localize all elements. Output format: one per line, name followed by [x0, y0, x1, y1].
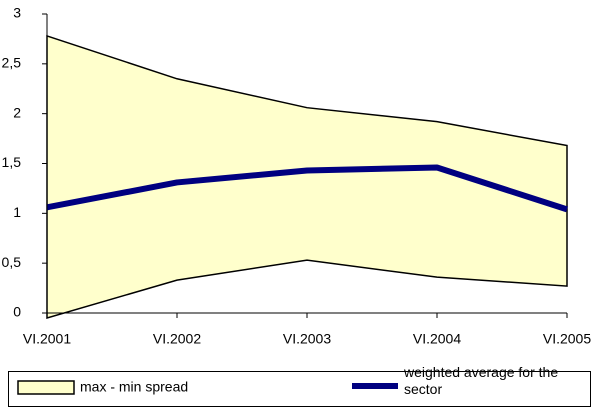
- y-tick-label: 1,5: [2, 154, 22, 170]
- legend-swatch: [17, 380, 75, 395]
- legend-label: weighted average for the sector: [404, 364, 559, 397]
- x-tick-label: VI.2005: [543, 331, 591, 347]
- average-line: [46, 164, 568, 213]
- y-tick-label: 0,5: [2, 254, 22, 270]
- y-tick-label: 2: [13, 104, 21, 120]
- spread-area: [46, 34, 568, 319]
- x-tick-label: VI.2002: [153, 331, 201, 347]
- legend-label: max - min spread: [80, 379, 188, 395]
- y-tick-label: 3: [13, 5, 21, 21]
- x-tick-label: VI.2001: [23, 331, 71, 347]
- legend-box: [8, 371, 591, 407]
- y-tick-label: 1: [13, 204, 21, 220]
- y-tick-label: 0: [13, 304, 21, 320]
- x-tick-label: VI.2003: [283, 331, 331, 347]
- y-tick-label: 2,5: [2, 55, 22, 71]
- x-tick-label: VI.2004: [413, 331, 461, 347]
